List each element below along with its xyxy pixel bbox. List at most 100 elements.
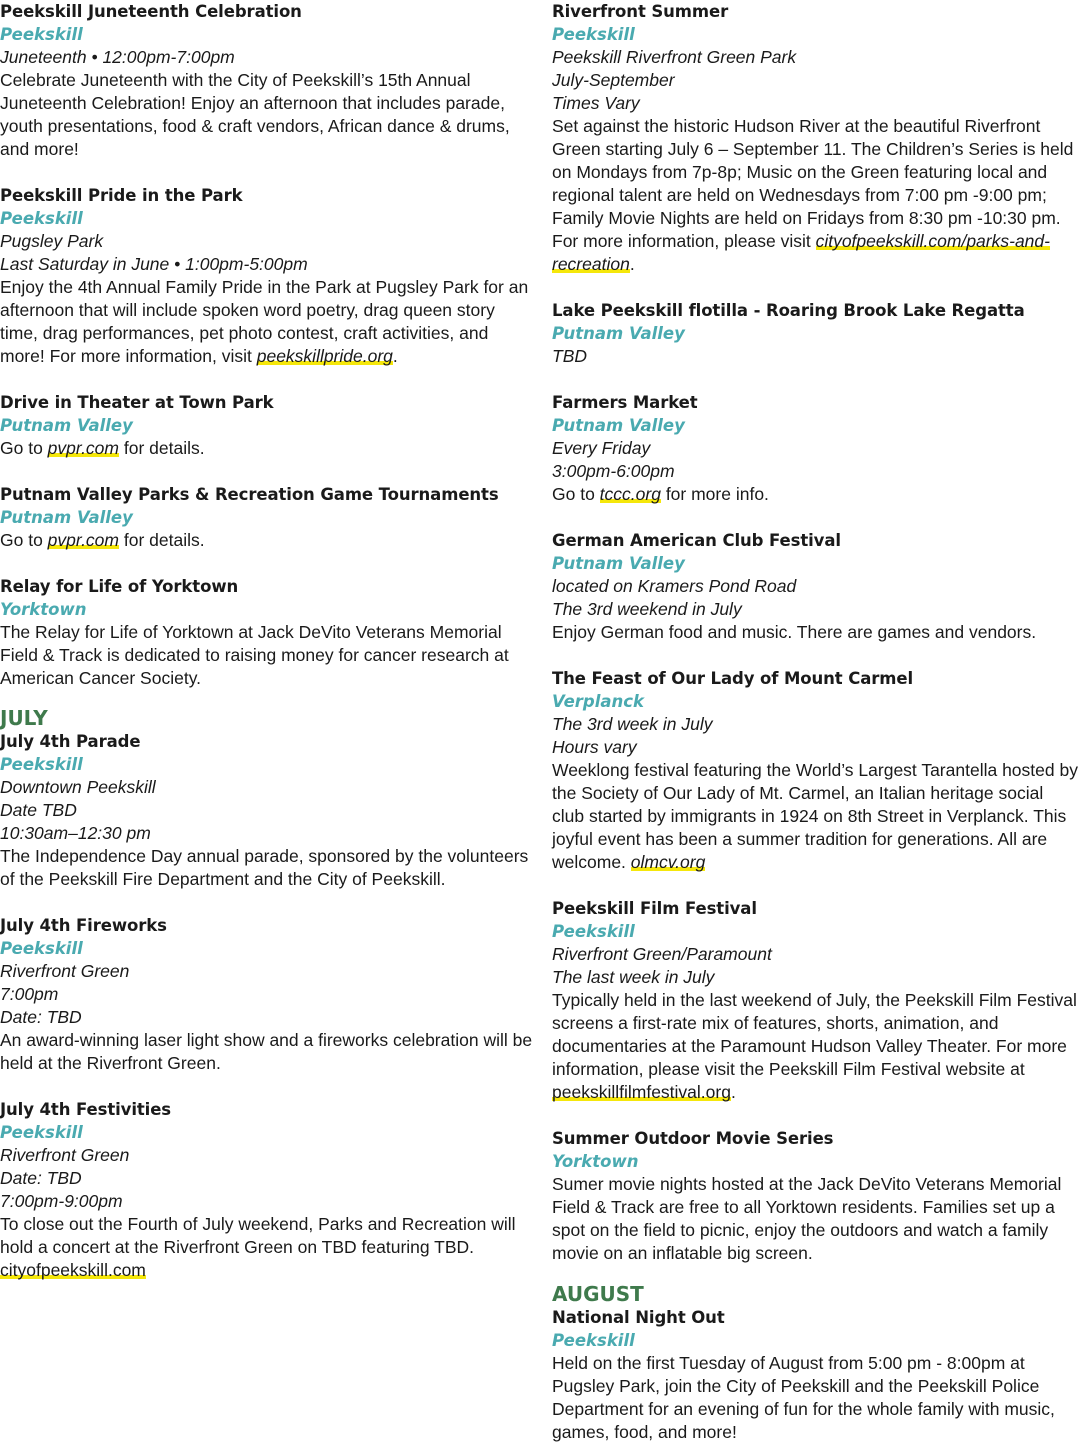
event-title: Relay for Life of Yorktown [0, 577, 239, 596]
event-time: Times Vary [552, 93, 640, 113]
event-location: Putnam Valley [552, 554, 685, 573]
event-juneteenth: Peekskill Juneteenth Celebration Peekski… [0, 0, 534, 161]
event-time: 3:00pm-6:00pm [552, 461, 675, 481]
event-time: 7:00pm [0, 984, 59, 1004]
event-description: Held on the first Tuesday of August from… [552, 1353, 1055, 1442]
olmcv-link[interactable]: olmcv.org [630, 852, 706, 872]
event-german-american-festival: German American Club Festival Putnam Val… [552, 529, 1080, 644]
event-location: Yorktown [0, 600, 87, 619]
event-title: Peekskill Pride in the Park [0, 186, 243, 205]
event-location: Peekskill [0, 209, 83, 228]
event-date: Date: TBD [0, 1168, 82, 1188]
event-feast-mount-carmel: The Feast of Our Lady of Mount Carmel Ve… [552, 667, 1080, 874]
description-text: Set against the historic Hudson River at… [552, 116, 1074, 251]
event-description: Enjoy German food and music. There are g… [552, 622, 1037, 642]
event-date: Last Saturday in June • 1:00pm-5:00pm [0, 254, 308, 274]
event-location: Verplanck [552, 692, 644, 711]
pvpr-link[interactable]: pvpr.com [47, 530, 119, 550]
description-text: Weeklong festival featuring the World’s … [552, 760, 1078, 872]
event-description: Go to pvpr.com for details. [0, 437, 534, 460]
event-description: To close out the Fourth of July weekend,… [0, 1214, 516, 1257]
description-end: . [730, 1082, 736, 1102]
event-date: The 3rd weekend in July [552, 599, 742, 619]
event-date: Juneteenth • 12:00pm-7:00pm [0, 47, 235, 67]
event-description: Set against the historic Hudson River at… [552, 115, 1080, 276]
event-outdoor-movie-series: Summer Outdoor Movie Series Yorktown Sum… [552, 1127, 1080, 1265]
event-date: The 3rd week in July [552, 714, 713, 734]
event-title: Peekskill Film Festival [552, 899, 757, 918]
event-game-tournaments: Putnam Valley Parks & Recreation Game To… [0, 483, 534, 552]
event-location: Yorktown [552, 1152, 639, 1171]
event-farmers-market: Farmers Market Putnam Valley Every Frida… [552, 391, 1080, 506]
event-riverfront-summer: Riverfront Summer Peekskill Peekskill Ri… [552, 0, 1080, 276]
event-description: An award-winning laser light show and a … [0, 1030, 533, 1073]
description-end: for details. [119, 530, 205, 550]
month-heading-august: AUGUST [552, 1282, 644, 1306]
event-date: The last week in July [552, 967, 715, 987]
event-venue: Riverfront Green [0, 961, 130, 981]
event-date: Date TBD [0, 800, 77, 820]
event-venue: Pugsley Park [0, 231, 104, 251]
event-location: Peekskill [0, 939, 83, 958]
event-pride: Peekskill Pride in the Park Peekskill Pu… [0, 184, 534, 368]
city-link[interactable]: cityofpeekskill.com [0, 1260, 146, 1280]
event-relay-for-life: Relay for Life of Yorktown Yorktown The … [0, 575, 534, 690]
event-title: July 4th Festivities [0, 1100, 172, 1119]
event-venue: located on Kramers Pond Road [552, 576, 797, 596]
event-title: July 4th Parade [0, 732, 141, 751]
pride-link[interactable]: peekskillpride.org [256, 346, 393, 366]
event-location: Putnam Valley [552, 416, 685, 435]
event-title: Farmers Market [552, 393, 698, 412]
description-end: . [392, 346, 398, 366]
event-title: The Feast of Our Lady of Mount Carmel [552, 669, 914, 688]
event-description: Typically held in the last weekend of Ju… [552, 989, 1080, 1104]
event-location: Peekskill [0, 25, 83, 44]
event-description: The Independence Day annual parade, spon… [0, 846, 529, 889]
event-july-4th-fireworks: July 4th Fireworks Peekskill Riverfront … [0, 914, 534, 1075]
event-location: Peekskill [552, 25, 635, 44]
event-title: Summer Outdoor Movie Series [552, 1129, 834, 1148]
event-title: Drive in Theater at Town Park [0, 393, 274, 412]
event-title: Putnam Valley Parks & Recreation Game To… [0, 485, 499, 504]
event-national-night-out: National Night Out Peekskill Held on the… [552, 1306, 1080, 1444]
event-location: Putnam Valley [552, 324, 685, 343]
event-location: Peekskill [552, 1331, 635, 1350]
description-text: Go to [0, 530, 48, 550]
event-description: Enjoy the 4th Annual Family Pride in the… [0, 276, 534, 368]
event-title: Lake Peekskill flotilla - Roaring Brook … [552, 301, 1025, 320]
event-july-4th-parade: July 4th Parade Peekskill Downtown Peeks… [0, 730, 534, 891]
event-venue: Downtown Peekskill [0, 777, 156, 797]
description-text: Go to [552, 484, 600, 504]
description-end: for more info. [660, 484, 769, 504]
event-description: Celebrate Juneteenth with the City of Pe… [0, 70, 510, 159]
event-drive-in: Drive in Theater at Town Park Putnam Val… [0, 391, 534, 460]
right-column: Riverfront Summer Peekskill Peekskill Ri… [552, 0, 1080, 1442]
event-venue: Riverfront Green [0, 1145, 130, 1165]
film-festival-link[interactable]: peekskillfilmfestival.org [552, 1082, 731, 1102]
description-end: . [629, 254, 635, 274]
event-venue: Riverfront Green/Paramount [552, 944, 772, 964]
tccc-link[interactable]: tccc.org [599, 484, 661, 504]
event-july-4th-festivities: July 4th Festivities Peekskill Riverfron… [0, 1098, 534, 1282]
event-location: Peekskill [0, 1123, 83, 1142]
event-location: Putnam Valley [0, 416, 133, 435]
event-time: Hours vary [552, 737, 637, 757]
event-title: National Night Out [552, 1308, 725, 1327]
event-link-line: cityofpeekskill.com [0, 1259, 534, 1282]
description-text: Go to [0, 438, 48, 458]
event-time: 10:30am–12:30 pm [0, 823, 151, 843]
description-text: Typically held in the last weekend of Ju… [552, 990, 1077, 1079]
event-description: Go to tccc.org for more info. [552, 483, 1080, 506]
event-regatta: Lake Peekskill flotilla - Roaring Brook … [552, 299, 1080, 368]
event-description: Weeklong festival featuring the World’s … [552, 759, 1080, 874]
pvpr-link[interactable]: pvpr.com [47, 438, 119, 458]
event-date: TBD [552, 346, 587, 366]
event-date: July-September [552, 70, 675, 90]
event-description: Go to pvpr.com for details. [0, 529, 534, 552]
event-description: Sumer movie nights hosted at the Jack De… [552, 1174, 1062, 1263]
event-location: Putnam Valley [0, 508, 133, 527]
month-heading-july: JULY [0, 706, 48, 730]
event-title: Riverfront Summer [552, 2, 729, 21]
event-date: Date: TBD [0, 1007, 82, 1027]
event-location: Peekskill [552, 922, 635, 941]
